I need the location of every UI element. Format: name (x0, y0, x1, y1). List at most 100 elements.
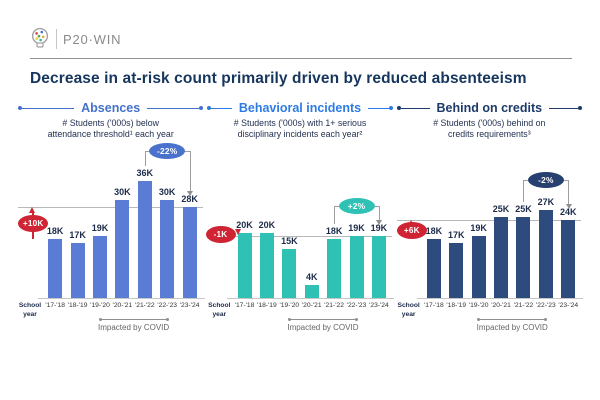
year-label: '18-'19 (446, 301, 467, 309)
bracket-arrow-down-icon (565, 203, 572, 209)
page-title: Decrease in at-risk count primarily driv… (30, 70, 527, 87)
year-label: '22-'23 (536, 301, 556, 309)
bracket-arrow-down-icon (187, 190, 194, 196)
year-label: '17-'18 (45, 301, 66, 309)
bar-value-label: 27K (537, 197, 555, 208)
change-arrow-down-icon (234, 229, 241, 236)
year-label: '21-'22 (513, 301, 534, 309)
year-label: '20-'21 (491, 301, 511, 309)
bar (282, 249, 297, 298)
bar (259, 232, 274, 298)
bar (48, 239, 63, 298)
year-label: '17-'18 (424, 301, 444, 309)
bar-value-label: 18K (425, 226, 443, 237)
year-label: '19-'20 (468, 301, 489, 309)
bar-value-label: 19K (348, 223, 365, 234)
covid-span-dot (544, 317, 548, 321)
bar-value-label: 25K (515, 203, 532, 214)
logo: P20·WIN (30, 26, 572, 52)
bar (115, 200, 130, 298)
bar-value-label: 24K (559, 206, 577, 217)
bar-value-label: 15K (281, 236, 298, 247)
bar-value-label: 18K (325, 226, 343, 237)
bar-value-label: 19K (370, 223, 388, 234)
bar (237, 232, 252, 298)
header-divider-line (30, 58, 572, 59)
covid-label: Impacted by COVID (476, 322, 548, 332)
bar (70, 242, 85, 298)
bar (561, 219, 576, 298)
year-label: '19-'20 (279, 301, 300, 309)
bar (371, 236, 386, 298)
bar-value-label: 36K (136, 167, 154, 178)
percent-change-badge: +2% (338, 198, 375, 215)
bracket-line (523, 180, 525, 202)
chart-title-row: Absences (18, 101, 204, 115)
chart-title-row: Behind on credits (396, 101, 582, 115)
bar-value-label: 28K (181, 193, 198, 204)
title-line (549, 107, 578, 109)
chart-plot-behavioral-incidents: 20K '17-'18 20K '18-'19 15K '19-'20 4K '20-'21 1… (205, 143, 395, 358)
covid-label: Impacted by COVID (98, 322, 170, 332)
year-label: '20-'21 (301, 301, 322, 309)
bar-value-label: 30K (158, 187, 176, 198)
year-label: '23-'24 (369, 301, 389, 309)
title-line-dot (577, 106, 582, 110)
title-line-dot (388, 106, 393, 110)
x-axis-title: School year (397, 301, 420, 318)
bar-value-label: 25K (492, 203, 510, 214)
bar (449, 242, 464, 298)
x-axis-title: School year (18, 301, 42, 318)
covid-span-line (100, 318, 168, 320)
lightbulb-logo-icon (31, 27, 49, 48)
chart-title-row: Behavioral incidents (207, 101, 393, 115)
bar-value-label: 18K (46, 226, 64, 237)
bar (426, 239, 441, 298)
bar (304, 284, 319, 298)
x-axis-line (227, 297, 395, 299)
change-badge: -1K (205, 226, 236, 244)
covid-label: Impacted by COVID (287, 322, 359, 332)
bracket-line (568, 180, 570, 204)
change-arrow-up-icon (29, 206, 36, 213)
change-badge: +10K (18, 215, 49, 233)
title-line-dot (18, 106, 22, 110)
title-line-dot (396, 106, 401, 110)
year-label: '17-'18 (234, 301, 255, 309)
charts-row: Absences # Students ('000s) below attend… (0, 101, 600, 358)
bar (494, 216, 509, 298)
bar (137, 180, 152, 298)
reference-line (207, 236, 393, 238)
bracket-line (189, 150, 191, 191)
bar (516, 216, 531, 298)
covid-span-dot (477, 317, 481, 321)
bar (538, 210, 553, 298)
chart-panel-behind-on-credits: Behind on credits # Students ('000s) beh… (396, 101, 584, 358)
logo-divider (56, 29, 57, 49)
year-label: '23-'24 (179, 301, 200, 309)
title-line (368, 107, 389, 109)
bar (93, 236, 107, 298)
reference-line (396, 219, 582, 221)
chart-panel-behavioral-incidents: Behavioral incidents # Students ('000s) … (205, 101, 395, 358)
covid-span-line (478, 318, 546, 320)
covid-span-dot (287, 317, 291, 321)
covid-span-dot (165, 317, 169, 321)
bar-value-label: 4K (305, 271, 318, 282)
x-axis-line (38, 297, 205, 299)
year-label: '20-'21 (112, 301, 133, 309)
bracket-line (378, 206, 380, 221)
x-axis-title: School year (208, 301, 231, 318)
logo-text: P20·WIN (63, 31, 122, 47)
covid-span-dot (98, 317, 102, 321)
title-line-dot (207, 106, 212, 110)
chart-subtitle: # Students ('000s) below attendance thre… (47, 118, 174, 140)
chart-subtitle: # Students ('000s) behind on credits req… (433, 118, 546, 140)
chart-panel-absences: Absences # Students ('000s) below attend… (18, 101, 205, 358)
year-label: '21-'22 (134, 301, 155, 309)
year-label: '18-'19 (257, 301, 277, 309)
covid-span-dot (355, 317, 359, 321)
title-line (400, 107, 430, 109)
reference-line (18, 206, 203, 208)
bar (160, 200, 175, 298)
